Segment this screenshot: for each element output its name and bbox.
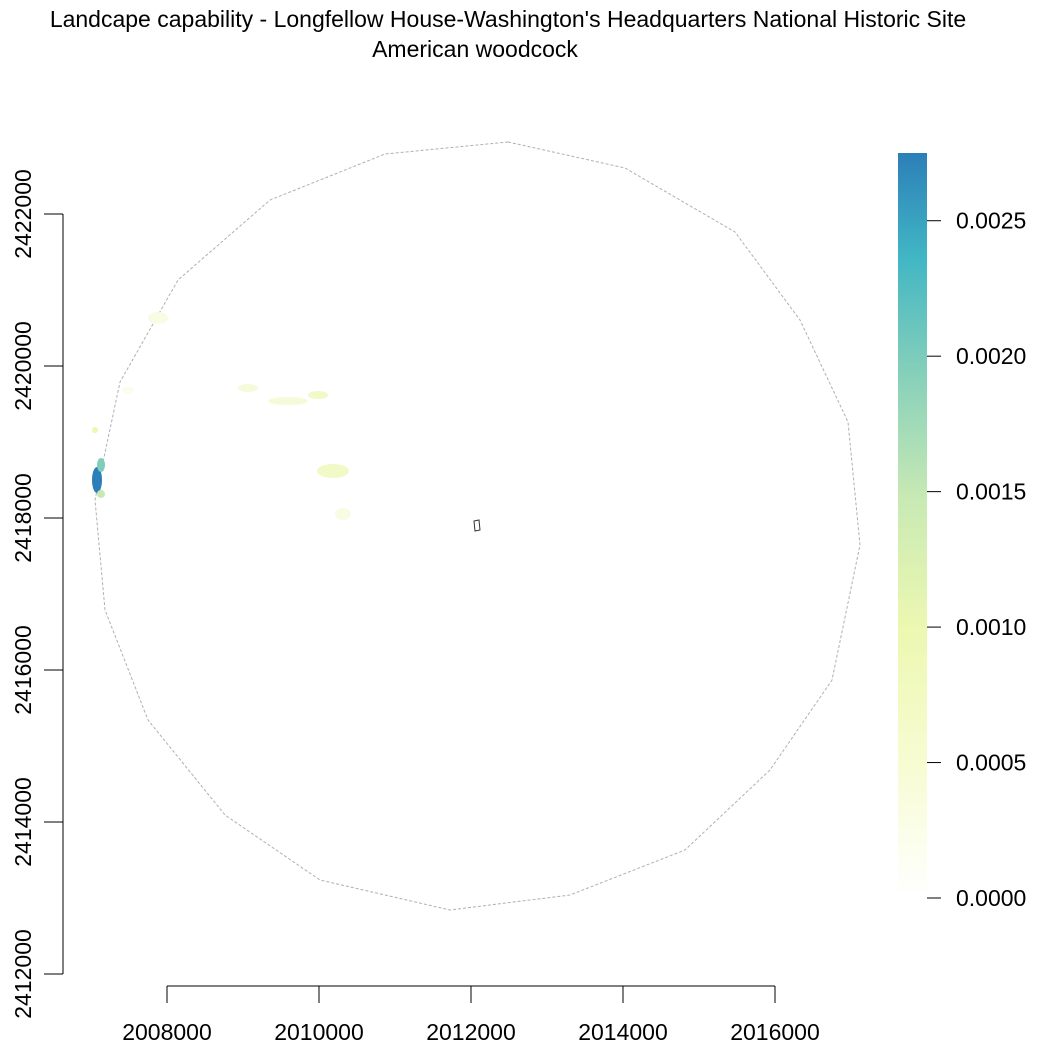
y-tick-label: 2418000: [10, 473, 36, 563]
habitat-patch: [335, 508, 351, 520]
y-tick-label: 2422000: [10, 169, 36, 259]
habitat-patch: [268, 397, 308, 405]
x-tick-label: 2010000: [274, 1019, 364, 1045]
habitat-patch: [317, 464, 349, 478]
park-boundary: [473, 519, 481, 532]
y-tick-label: 2420000: [10, 321, 36, 411]
color-legend: 0.0000 0.0005 0.0010 0.0015 0.0020 0.0025: [898, 153, 1026, 911]
habitat-patch: [238, 384, 258, 392]
legend-tick-label: 0.0015: [956, 479, 1026, 505]
legend-tick-label: 0.0020: [956, 343, 1026, 369]
habitat-patch: [97, 490, 105, 498]
habitat-patch: [92, 467, 102, 493]
study-area-boundary: [94, 141, 861, 911]
habitat-patch: [122, 387, 134, 393]
habitat-patch: [148, 312, 168, 324]
legend-colorbar: [898, 153, 927, 898]
legend-tick-label: 0.0005: [956, 750, 1026, 776]
suitability-patches: [92, 312, 351, 520]
map-title: Landcape capability - Longfellow House-W…: [49, 6, 967, 32]
x-axis: 2008000 2010000 2012000 2014000 2016000: [122, 985, 820, 1045]
y-tick-label: 2412000: [10, 929, 36, 1019]
habitat-patch: [308, 391, 328, 399]
x-tick-label: 2016000: [730, 1019, 820, 1045]
habitat-patch: [97, 458, 105, 472]
y-tick-label: 2416000: [10, 625, 36, 715]
x-tick-label: 2008000: [122, 1019, 212, 1045]
legend-tick-label: 0.0025: [956, 208, 1026, 234]
x-tick-label: 2012000: [426, 1019, 516, 1045]
x-tick-label: 2014000: [578, 1019, 668, 1045]
map-subtitle: American woodcock: [372, 36, 578, 62]
legend-tick-label: 0.0000: [956, 885, 1026, 911]
habitat-patch: [92, 427, 98, 433]
y-axis: 2422000 2420000 2418000 2416000 2414000 24120…: [10, 169, 64, 1019]
y-tick-label: 2414000: [10, 777, 36, 867]
title-block: Landcape capability - Longfellow House-W…: [0, 4, 1050, 64]
legend-tick-label: 0.0010: [956, 614, 1026, 640]
